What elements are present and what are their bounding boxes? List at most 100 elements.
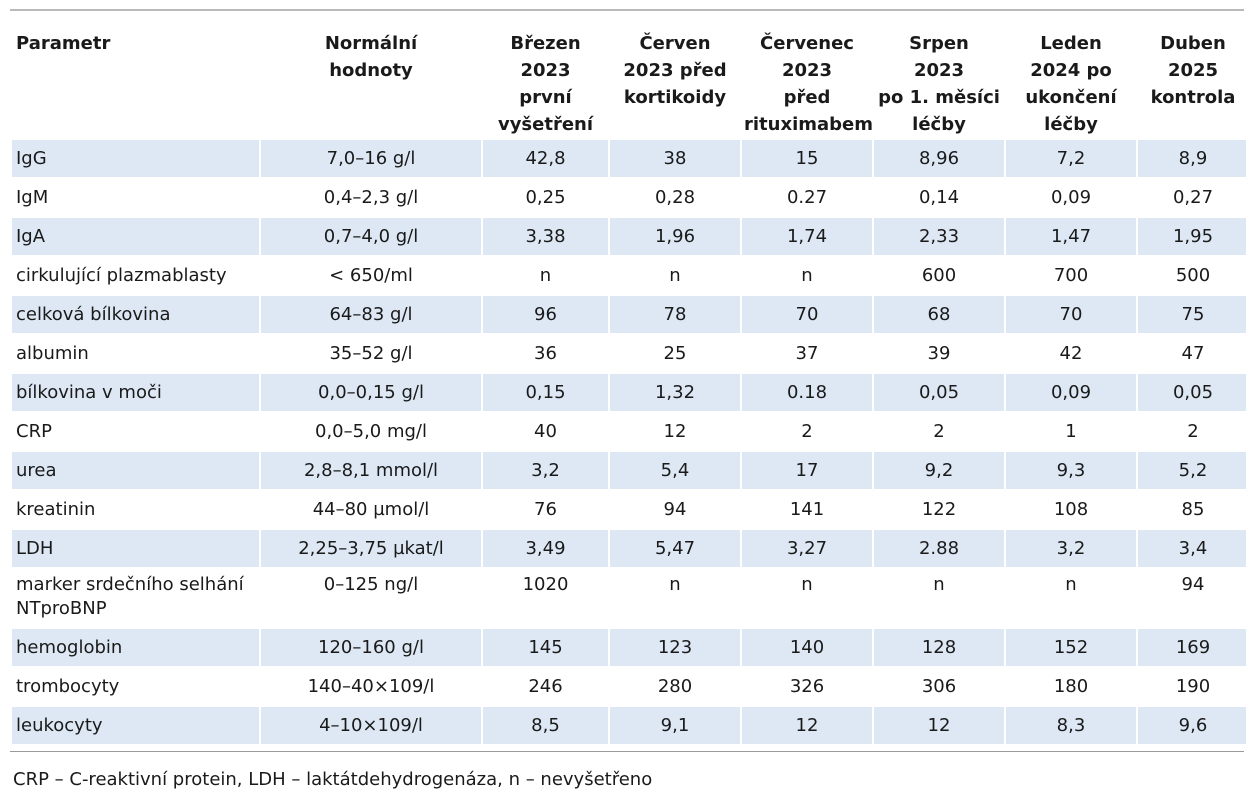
value-cell: 9,2 xyxy=(874,452,1004,489)
table-row: cirkulující plazmablasty < 650/ml n n n 600 70… xyxy=(12,257,1246,294)
value-cell: 3,4 xyxy=(1138,530,1246,567)
value-cell: 3,27 xyxy=(742,530,872,567)
column-header: Březen 2023 první vyšetření xyxy=(483,26,608,138)
column-header: Červen 2023 před kortikoidy xyxy=(610,26,740,138)
parameter-cell: CRP xyxy=(12,413,259,450)
cell-line: 94 xyxy=(1181,574,1205,595)
normal-range-cell: 0–125 ng/l xyxy=(261,569,481,627)
value-cell: 326 xyxy=(742,668,872,705)
cell-line: 76 xyxy=(534,499,557,520)
normal-range-cell: 0,0–5,0 mg/l xyxy=(261,413,481,450)
cell-line: kreatinin xyxy=(16,499,96,520)
cell-line: 37 xyxy=(795,343,819,364)
cell-line: 7,0–16 g/l xyxy=(326,148,416,169)
parameter-cell: marker srdečního selhání NTproBNP xyxy=(12,569,259,627)
cell-line: 3,49 xyxy=(525,538,566,559)
value-cell: 3,2 xyxy=(483,452,608,489)
cell-line: 9,6 xyxy=(1178,715,1208,736)
normal-range-cell: 0,4–2,3 g/l xyxy=(261,179,481,216)
value-cell: 280 xyxy=(610,668,740,705)
value-cell: 47 xyxy=(1138,335,1246,372)
cell-line: celková bílkovina xyxy=(16,304,171,325)
header-line: ukončení xyxy=(1025,87,1117,108)
column-header: Srpen 2023 po 1. měsíci léčby xyxy=(874,26,1004,138)
value-cell: 9,1 xyxy=(610,707,740,744)
value-cell: 0,25 xyxy=(483,179,608,216)
cell-line: 0,05 xyxy=(918,382,960,403)
cell-line: 15 xyxy=(795,148,819,169)
cell-line: 190 xyxy=(1175,676,1211,697)
value-cell: 1,47 xyxy=(1006,218,1136,255)
cell-line: 306 xyxy=(921,676,957,697)
table-row: IgA 0,7–4,0 g/l 3,38 1,96 1,74 2,33 1,47 1,95 xyxy=(12,218,1246,255)
value-cell: 42 xyxy=(1006,335,1136,372)
normal-range-cell: 64–83 g/l xyxy=(261,296,481,333)
header-line: Červen xyxy=(639,33,711,54)
cell-line: 9,2 xyxy=(924,460,954,481)
cell-line: 5,2 xyxy=(1178,460,1208,481)
cell-line: 0,15 xyxy=(525,382,566,403)
value-cell: 169 xyxy=(1138,629,1246,666)
value-cell: n xyxy=(742,257,872,294)
table-row: urea 2,8–8,1 mmol/l 3,2 5,4 17 9,2 9,3 5,2 xyxy=(12,452,1246,489)
header-line: 2024 po xyxy=(1030,60,1112,81)
value-cell: 140 xyxy=(742,629,872,666)
cell-line: 35–52 g/l xyxy=(329,343,413,364)
cell-line: 8,5 xyxy=(531,715,560,736)
parameter-cell: kreatinin xyxy=(12,491,259,528)
cell-line: 140–40×109/l xyxy=(307,676,435,697)
cell-line: 1,47 xyxy=(1050,226,1092,247)
header-line: první xyxy=(519,87,572,108)
cell-line: 0.27 xyxy=(786,187,828,208)
cell-line: marker srdečního selhání xyxy=(16,574,244,595)
value-cell: 1 xyxy=(1006,413,1136,450)
value-cell: 70 xyxy=(1006,296,1136,333)
header-line: Leden xyxy=(1040,33,1102,54)
cell-line: n xyxy=(669,574,681,595)
value-cell: 5,47 xyxy=(610,530,740,567)
cell-line: 0,09 xyxy=(1050,382,1092,403)
normal-range-cell: 0,7–4,0 g/l xyxy=(261,218,481,255)
normal-range-cell: < 650/ml xyxy=(261,257,481,294)
table-row: LDH 2,25–3,75 µkat/l 3,49 5,47 3,27 2.88 3,2 3,… xyxy=(12,530,1246,567)
header-line: 2023 xyxy=(913,60,965,81)
cell-line: 9,3 xyxy=(1056,460,1086,481)
value-cell: 0,27 xyxy=(1138,179,1246,216)
cell-line: cirkulující plazmablasty xyxy=(16,265,227,286)
cell-line: IgA xyxy=(16,226,46,247)
cell-line: NTproBNP xyxy=(16,598,107,619)
header-line: Duben xyxy=(1160,33,1226,54)
cell-line: 1,95 xyxy=(1172,226,1214,247)
value-cell: 8,3 xyxy=(1006,707,1136,744)
cell-line: n xyxy=(539,265,552,286)
value-cell: 1,32 xyxy=(610,374,740,411)
value-cell: 38 xyxy=(610,140,740,177)
table-row: albumin 35–52 g/l 36 25 37 39 42 47 xyxy=(12,335,1246,372)
value-cell: 12 xyxy=(610,413,740,450)
cell-line: 0,25 xyxy=(525,187,566,208)
cell-line: 39 xyxy=(927,343,951,364)
value-cell: 94 xyxy=(1138,569,1246,627)
cell-line: n xyxy=(801,265,813,286)
cell-line: 70 xyxy=(1059,304,1083,325)
value-cell: 17 xyxy=(742,452,872,489)
table-row: IgG 7,0–16 g/l 42,8 38 15 8,96 7,2 8,9 xyxy=(12,140,1246,177)
normal-range-cell: 4–10×109/l xyxy=(261,707,481,744)
value-cell: 3,38 xyxy=(483,218,608,255)
cell-line: 5,4 xyxy=(660,460,690,481)
value-cell: 85 xyxy=(1138,491,1246,528)
table-body: IgG 7,0–16 g/l 42,8 38 15 8,96 7,2 8,9 IgM 0,4–2,… xyxy=(12,140,1246,744)
header-line: kontrola xyxy=(1150,87,1236,108)
parameter-cell: LDH xyxy=(12,530,259,567)
cell-line: 108 xyxy=(1053,499,1089,520)
cell-line: 25 xyxy=(663,343,687,364)
header-line: Normální xyxy=(324,33,418,54)
cell-line: n xyxy=(801,574,813,595)
value-cell: 190 xyxy=(1138,668,1246,705)
cell-line: 280 xyxy=(657,676,693,697)
value-cell: 68 xyxy=(874,296,1004,333)
value-cell: 2.88 xyxy=(874,530,1004,567)
cell-line: 64–83 g/l xyxy=(329,304,413,325)
value-cell: 0,28 xyxy=(610,179,740,216)
value-cell: 96 xyxy=(483,296,608,333)
